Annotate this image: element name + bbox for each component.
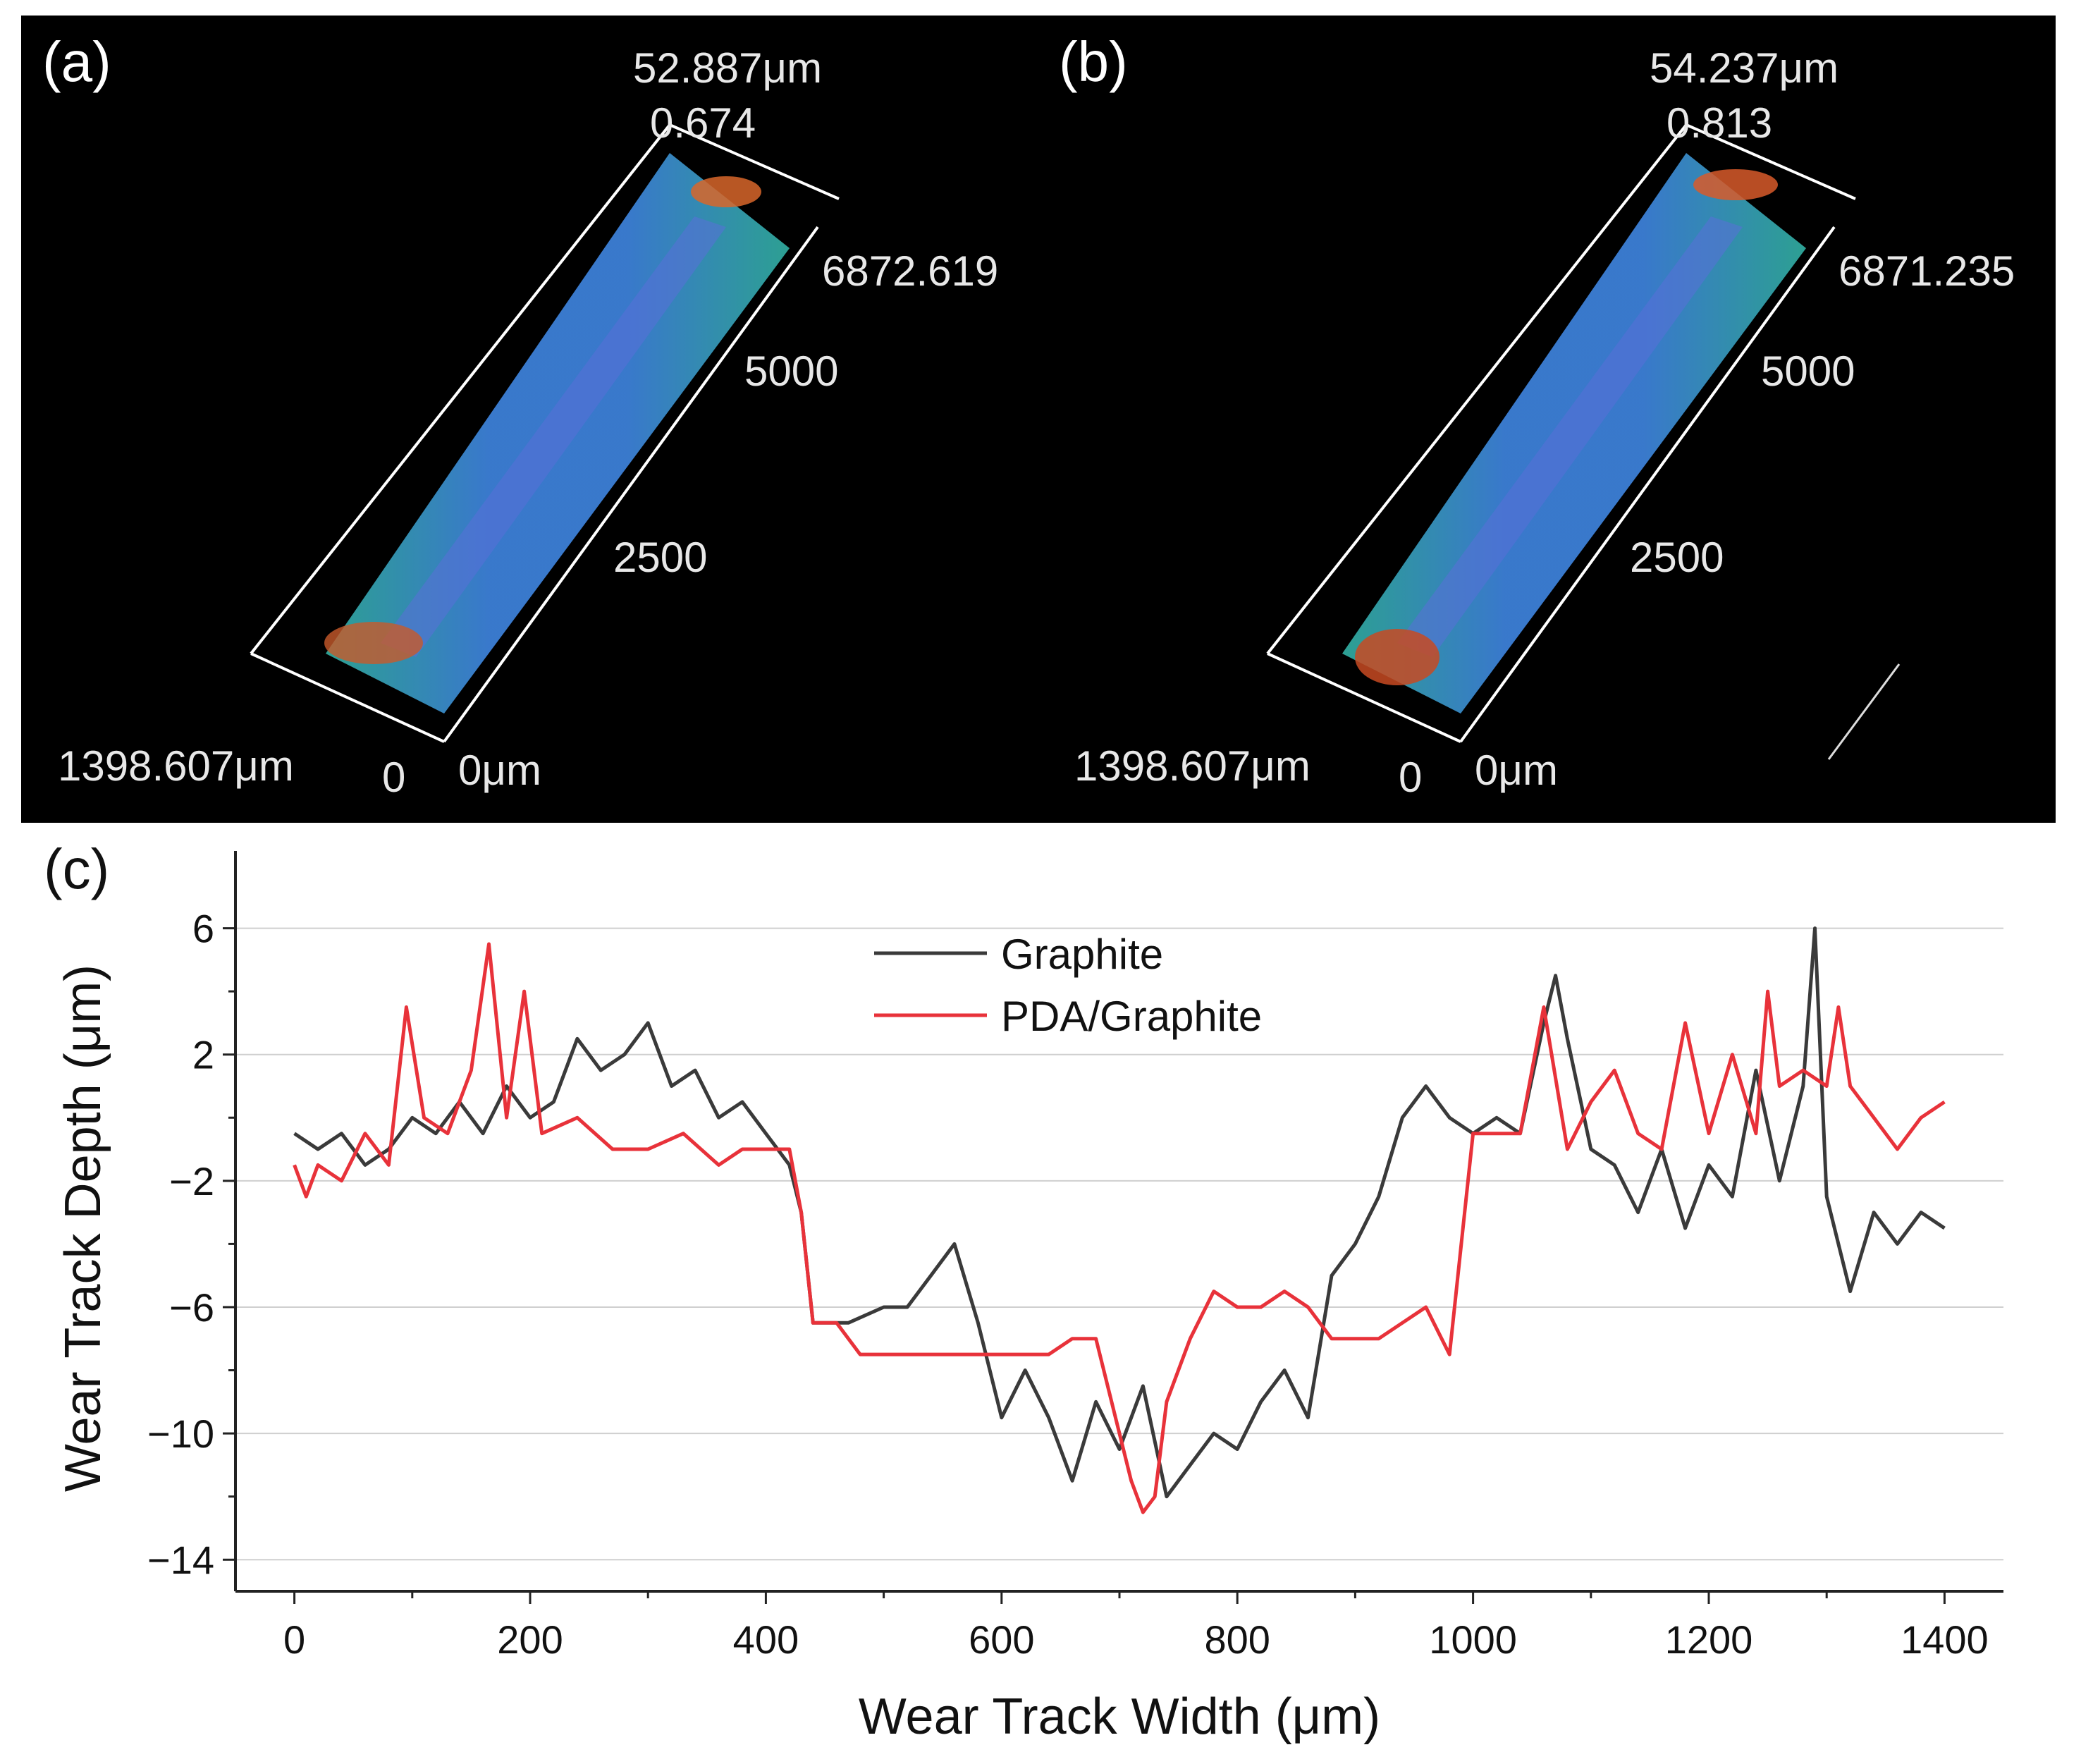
zero-b: 0 [1399, 754, 1423, 801]
width-axis-b [1267, 652, 1461, 743]
legend-label: Graphite [1001, 931, 1163, 978]
height-label-b: 54.237μm [1650, 44, 1839, 92]
x-tick-label: 1200 [1665, 1617, 1753, 1662]
y-tick-label: 2 [192, 1033, 214, 1077]
tick-5000-a: 5000 [744, 348, 839, 395]
y-axis-label: Wear Track Depth (μm) [55, 964, 111, 1492]
tick-2500-a: 2500 [613, 534, 708, 581]
surface-3d-render-b [1266, 123, 1901, 760]
y-tick-label: 6 [192, 907, 214, 951]
surface-3d-render-a [250, 123, 840, 743]
debris-start-b [1355, 629, 1439, 685]
x-tick-label: 1000 [1429, 1617, 1517, 1662]
height-axis-b [1266, 123, 1688, 655]
x-tick-label: 200 [497, 1617, 563, 1662]
x-tick-label: 600 [969, 1617, 1034, 1662]
surface-3d-panel-b: (b) 54.237μm 0.813 6871.235 5000 2500 13… [1038, 16, 2056, 823]
y-tick-label: −2 [169, 1159, 214, 1203]
width-axis-a [250, 652, 445, 743]
x-tick-label: 0 [283, 1617, 305, 1662]
length-axis-a [443, 226, 819, 743]
zero-um-b: 0μm [1475, 747, 1558, 794]
debris-end-a [691, 176, 761, 207]
x-tick-label: 1400 [1901, 1617, 1989, 1662]
length-axis-b [1459, 226, 1836, 743]
y-tick-label: −14 [147, 1538, 214, 1582]
series-line-pda-graphite [293, 942, 1946, 1514]
wear-groove-a [381, 216, 726, 657]
panel-label-a: (a) [42, 30, 111, 93]
height-label-a: 52.887μm [633, 44, 823, 92]
chart-svg: −14 −10 −6 −2 2 6 0 200 400 600 800 1000 1200 1400 Wea… [55, 851, 2003, 1745]
series-line-graphite [293, 926, 1946, 1499]
width-label-b: 1398.607μm [1074, 742, 1310, 790]
height-axis-a [250, 123, 671, 655]
width-label-a: 1398.607μm [58, 742, 294, 790]
top-edge-a [669, 123, 840, 200]
legend-label: PDA/Graphite [1001, 993, 1262, 1040]
wear-groove-b [1397, 216, 1743, 657]
zero-a: 0 [382, 754, 406, 801]
surface-3d-panel-a: (a) 52.887μm 0.674 6872.619 5000 2500 13… [21, 16, 1038, 823]
tick-5000-b: 5000 [1761, 348, 1855, 395]
length-end-b: 6871.235 [1838, 247, 2015, 295]
y-tick-label: −10 [147, 1411, 214, 1456]
panel-label-b: (b) [1059, 30, 1128, 93]
x-tick-label: 400 [733, 1617, 799, 1662]
wear-track-chart: (c) −14 −10 −6 −2 2 6 0 200 400 600 800 1000 1200 140… [0, 823, 2081, 1764]
tick-2500-b: 2500 [1630, 534, 1724, 581]
y-tick-label: −6 [169, 1285, 214, 1330]
top-value-a: 0.674 [650, 99, 756, 147]
top-value-b: 0.813 [1666, 99, 1773, 147]
debris-start-a [324, 622, 423, 664]
panel-label-c: (c) [44, 838, 110, 900]
top-edge-b [1686, 123, 1856, 200]
x-tick-label: 800 [1204, 1617, 1270, 1662]
debris-end-b [1693, 169, 1778, 200]
orientation-arrow-icon [1827, 663, 1901, 760]
zero-um-a: 0μm [458, 747, 541, 794]
length-end-a: 6872.619 [822, 247, 999, 295]
x-axis-label: Wear Track Width (μm) [859, 1689, 1380, 1745]
